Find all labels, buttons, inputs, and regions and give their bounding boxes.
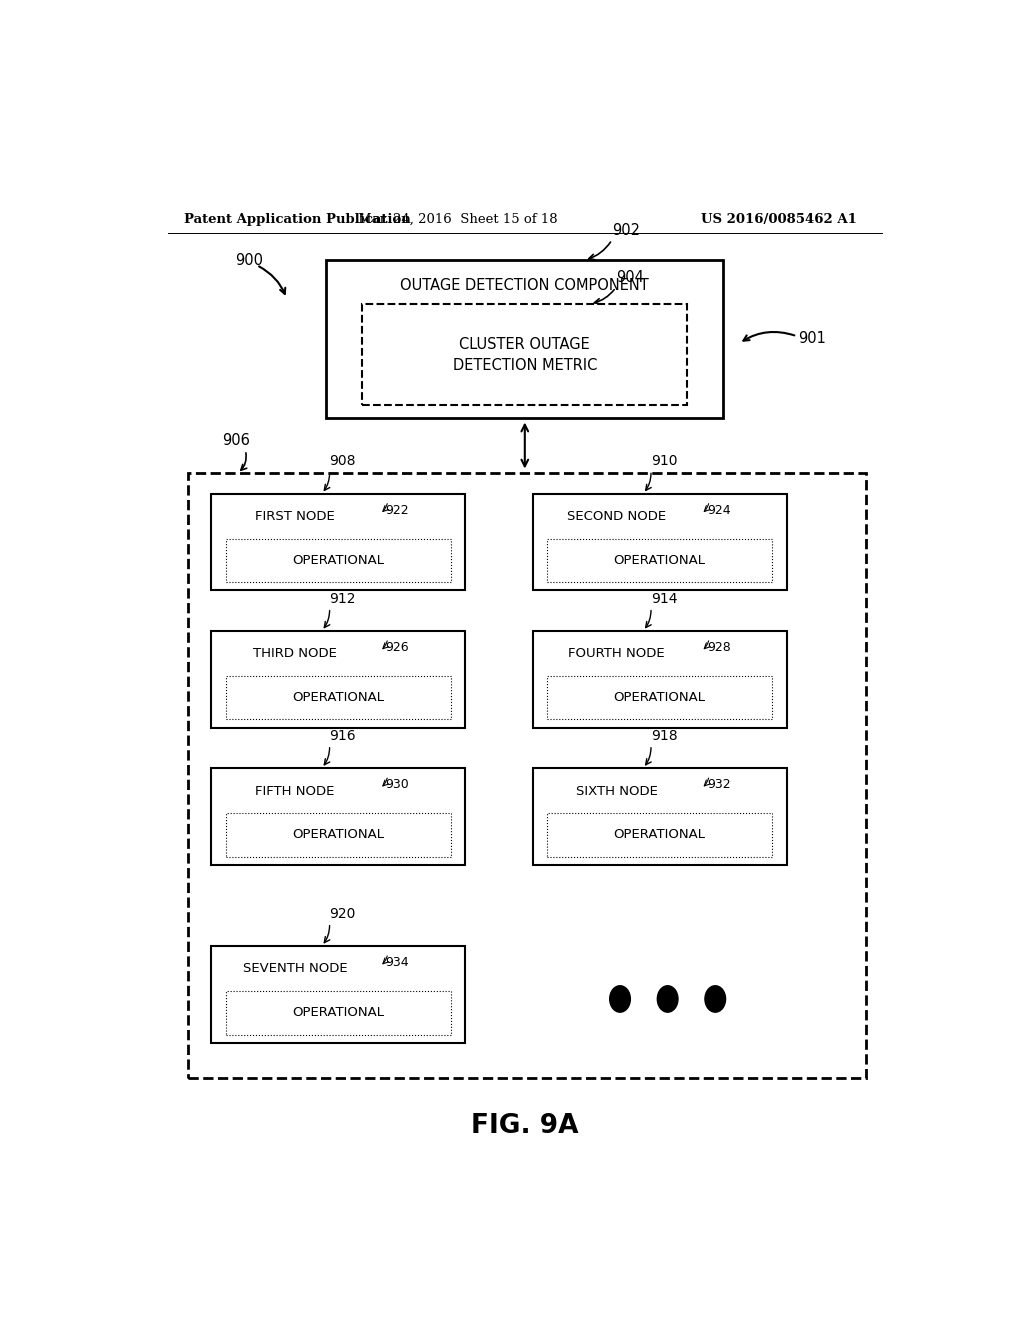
FancyBboxPatch shape [225,991,451,1035]
FancyBboxPatch shape [211,768,465,865]
FancyBboxPatch shape [362,304,687,405]
FancyBboxPatch shape [327,260,723,417]
FancyBboxPatch shape [211,946,465,1043]
Text: 920: 920 [330,907,356,921]
Text: 934: 934 [385,956,409,969]
Text: THIRD NODE: THIRD NODE [253,647,337,660]
FancyBboxPatch shape [225,813,451,857]
Circle shape [609,986,631,1012]
Text: OPERATIONAL: OPERATIONAL [292,692,384,704]
FancyBboxPatch shape [211,631,465,727]
Text: OPERATIONAL: OPERATIONAL [613,829,706,841]
Text: Mar. 24, 2016  Sheet 15 of 18: Mar. 24, 2016 Sheet 15 of 18 [357,213,557,226]
Text: 912: 912 [330,591,356,606]
Text: FIG. 9A: FIG. 9A [471,1113,579,1139]
Text: 904: 904 [615,271,644,285]
Text: 928: 928 [707,642,730,655]
Text: OPERATIONAL: OPERATIONAL [613,554,706,566]
Text: SEVENTH NODE: SEVENTH NODE [243,962,347,975]
Text: 902: 902 [612,223,640,238]
FancyBboxPatch shape [225,676,451,719]
FancyBboxPatch shape [547,813,772,857]
Text: OPERATIONAL: OPERATIONAL [292,1006,384,1019]
Text: SIXTH NODE: SIXTH NODE [575,784,657,797]
Text: OPERATIONAL: OPERATIONAL [613,692,706,704]
Text: 910: 910 [651,454,678,469]
FancyBboxPatch shape [532,631,786,727]
Circle shape [705,986,726,1012]
FancyBboxPatch shape [225,539,451,582]
Text: 924: 924 [707,504,730,517]
FancyBboxPatch shape [532,494,786,590]
Text: OUTAGE DETECTION COMPONENT: OUTAGE DETECTION COMPONENT [400,279,649,293]
Text: OPERATIONAL: OPERATIONAL [292,554,384,566]
Text: 908: 908 [330,454,356,469]
Circle shape [657,986,678,1012]
Text: Patent Application Publication: Patent Application Publication [183,213,411,226]
FancyBboxPatch shape [187,474,866,1078]
Text: FOURTH NODE: FOURTH NODE [568,647,665,660]
Text: 926: 926 [385,642,409,655]
Text: OPERATIONAL: OPERATIONAL [292,829,384,841]
Text: 914: 914 [651,591,678,606]
Text: FIRST NODE: FIRST NODE [255,510,335,523]
Text: 918: 918 [651,729,678,743]
Text: 930: 930 [385,779,410,792]
FancyBboxPatch shape [547,676,772,719]
Text: 922: 922 [385,504,409,517]
Text: US 2016/0085462 A1: US 2016/0085462 A1 [700,213,857,226]
Text: 901: 901 [799,331,826,346]
Text: 916: 916 [330,729,356,743]
Text: SECOND NODE: SECOND NODE [567,510,666,523]
Text: CLUSTER OUTAGE
DETECTION METRIC: CLUSTER OUTAGE DETECTION METRIC [453,337,597,372]
Text: 906: 906 [221,433,250,447]
Text: 900: 900 [236,252,263,268]
Text: 932: 932 [707,779,730,792]
FancyBboxPatch shape [547,539,772,582]
FancyBboxPatch shape [211,494,465,590]
FancyBboxPatch shape [532,768,786,865]
Text: FIFTH NODE: FIFTH NODE [255,784,335,797]
